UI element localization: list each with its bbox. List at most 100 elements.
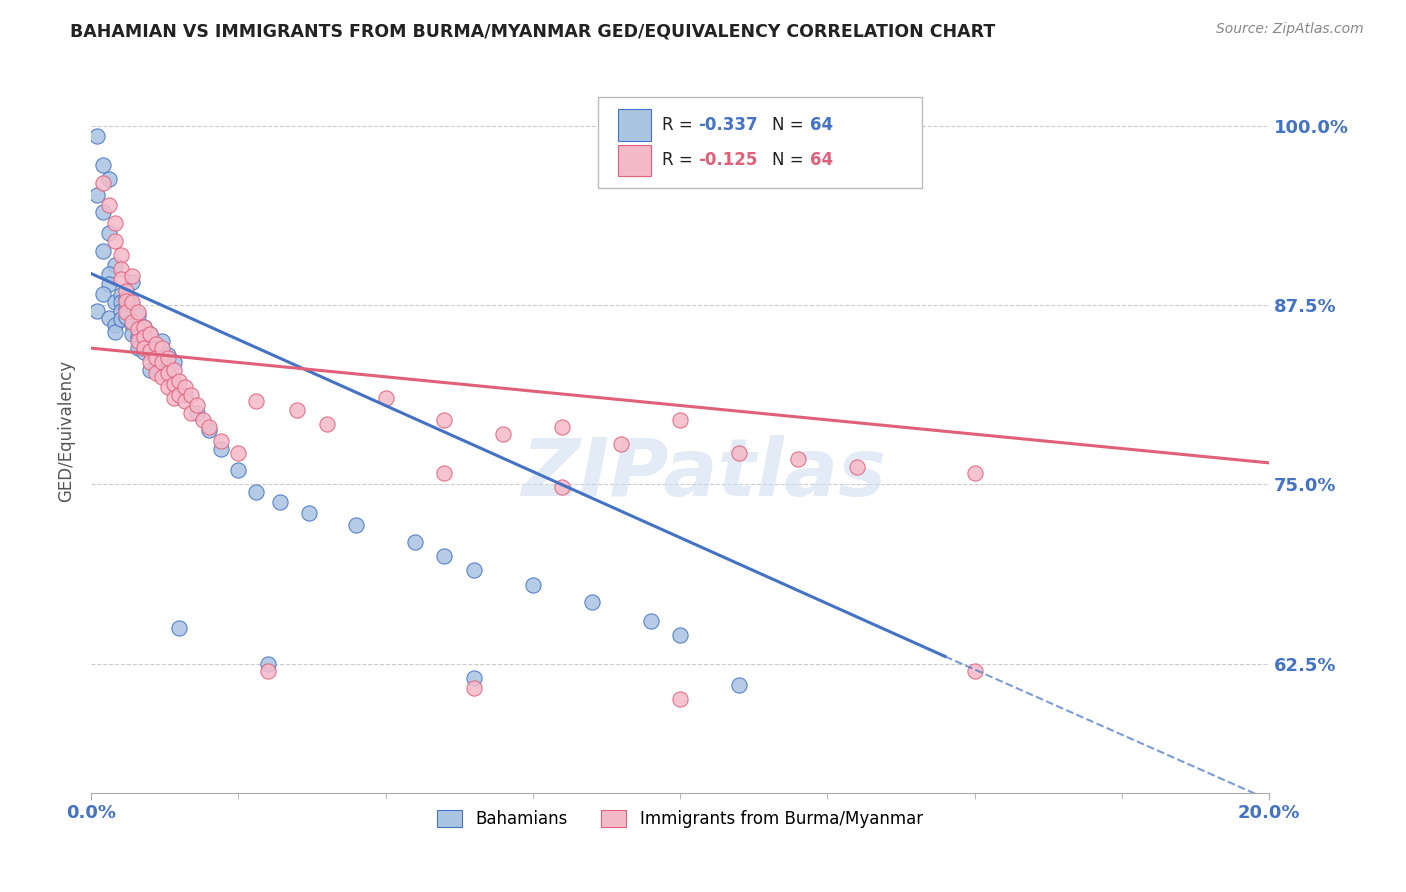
Point bbox=[104, 318, 127, 333]
Text: 64: 64 bbox=[810, 152, 832, 169]
Point bbox=[86, 187, 108, 202]
Point bbox=[374, 392, 396, 406]
Point bbox=[139, 326, 162, 341]
Point bbox=[728, 678, 751, 692]
Y-axis label: GED/Equivalency: GED/Equivalency bbox=[58, 359, 75, 501]
Point bbox=[315, 417, 337, 431]
Point bbox=[728, 446, 751, 460]
Point bbox=[245, 484, 267, 499]
Point bbox=[139, 344, 162, 359]
Point bbox=[180, 406, 202, 420]
Point bbox=[551, 420, 574, 434]
Point bbox=[110, 288, 132, 302]
Point bbox=[104, 326, 127, 340]
Point bbox=[963, 466, 986, 480]
Point bbox=[156, 380, 179, 394]
Point bbox=[433, 413, 456, 427]
Point bbox=[127, 341, 149, 355]
Point bbox=[121, 326, 143, 341]
Point bbox=[174, 394, 197, 409]
Text: ZIPatlas: ZIPatlas bbox=[522, 435, 886, 513]
Point bbox=[127, 334, 149, 348]
Point bbox=[492, 427, 515, 442]
Point bbox=[86, 303, 108, 318]
Point bbox=[91, 205, 114, 219]
Point bbox=[104, 258, 127, 272]
Point bbox=[145, 359, 167, 374]
Point bbox=[963, 664, 986, 678]
Point bbox=[121, 318, 143, 333]
Point bbox=[551, 480, 574, 494]
Point bbox=[97, 227, 120, 241]
Point bbox=[180, 388, 202, 402]
Point bbox=[150, 334, 173, 348]
Point bbox=[404, 534, 426, 549]
Point bbox=[162, 362, 184, 376]
Point bbox=[134, 319, 156, 334]
Point bbox=[121, 269, 143, 284]
Text: Source: ZipAtlas.com: Source: ZipAtlas.com bbox=[1216, 22, 1364, 37]
Point bbox=[110, 303, 132, 318]
Point bbox=[640, 614, 662, 628]
Text: R =: R = bbox=[662, 152, 699, 169]
Point bbox=[786, 451, 808, 466]
Point bbox=[139, 355, 162, 369]
Point bbox=[433, 549, 456, 563]
Point bbox=[463, 671, 485, 685]
Point bbox=[91, 286, 114, 301]
Point bbox=[127, 322, 149, 336]
Text: -0.337: -0.337 bbox=[697, 116, 758, 134]
Point bbox=[610, 437, 633, 451]
Point bbox=[127, 308, 149, 322]
Point bbox=[150, 351, 173, 366]
Point bbox=[191, 413, 214, 427]
Point bbox=[115, 291, 138, 305]
Point bbox=[121, 275, 143, 289]
Point bbox=[669, 413, 692, 427]
Point bbox=[115, 284, 138, 298]
Point bbox=[110, 272, 132, 286]
Point bbox=[186, 399, 208, 413]
Point bbox=[162, 355, 184, 369]
Point bbox=[97, 172, 120, 186]
Point bbox=[285, 402, 308, 417]
Point bbox=[463, 563, 485, 577]
Point bbox=[150, 355, 173, 369]
Point bbox=[115, 293, 138, 308]
Point bbox=[156, 348, 179, 362]
Point bbox=[127, 329, 149, 343]
Point bbox=[174, 380, 197, 394]
Point bbox=[256, 664, 278, 678]
Point bbox=[121, 315, 143, 329]
Point bbox=[91, 244, 114, 258]
Text: -0.125: -0.125 bbox=[697, 152, 756, 169]
Point bbox=[145, 341, 167, 355]
Point bbox=[104, 295, 127, 310]
Point bbox=[209, 434, 232, 449]
Point bbox=[845, 460, 868, 475]
Legend: Bahamians, Immigrants from Burma/Myanmar: Bahamians, Immigrants from Burma/Myanmar bbox=[430, 804, 929, 835]
Point bbox=[169, 374, 191, 388]
Point bbox=[110, 295, 132, 310]
Text: BAHAMIAN VS IMMIGRANTS FROM BURMA/MYANMAR GED/EQUIVALENCY CORRELATION CHART: BAHAMIAN VS IMMIGRANTS FROM BURMA/MYANMA… bbox=[70, 22, 995, 40]
Text: N =: N = bbox=[772, 116, 808, 134]
Point bbox=[139, 344, 162, 359]
Point bbox=[115, 301, 138, 315]
Point bbox=[669, 692, 692, 706]
Point bbox=[115, 310, 138, 324]
Point bbox=[463, 681, 485, 695]
Point bbox=[156, 366, 179, 380]
Point bbox=[245, 394, 267, 409]
Point bbox=[298, 506, 321, 520]
Point bbox=[209, 442, 232, 456]
Point bbox=[104, 216, 127, 230]
Point bbox=[156, 351, 179, 366]
Point bbox=[150, 341, 173, 355]
Point bbox=[91, 158, 114, 172]
Point bbox=[162, 392, 184, 406]
Point bbox=[228, 446, 250, 460]
Point bbox=[134, 341, 156, 355]
Point bbox=[121, 295, 143, 310]
Point bbox=[522, 578, 544, 592]
Point bbox=[110, 262, 132, 277]
